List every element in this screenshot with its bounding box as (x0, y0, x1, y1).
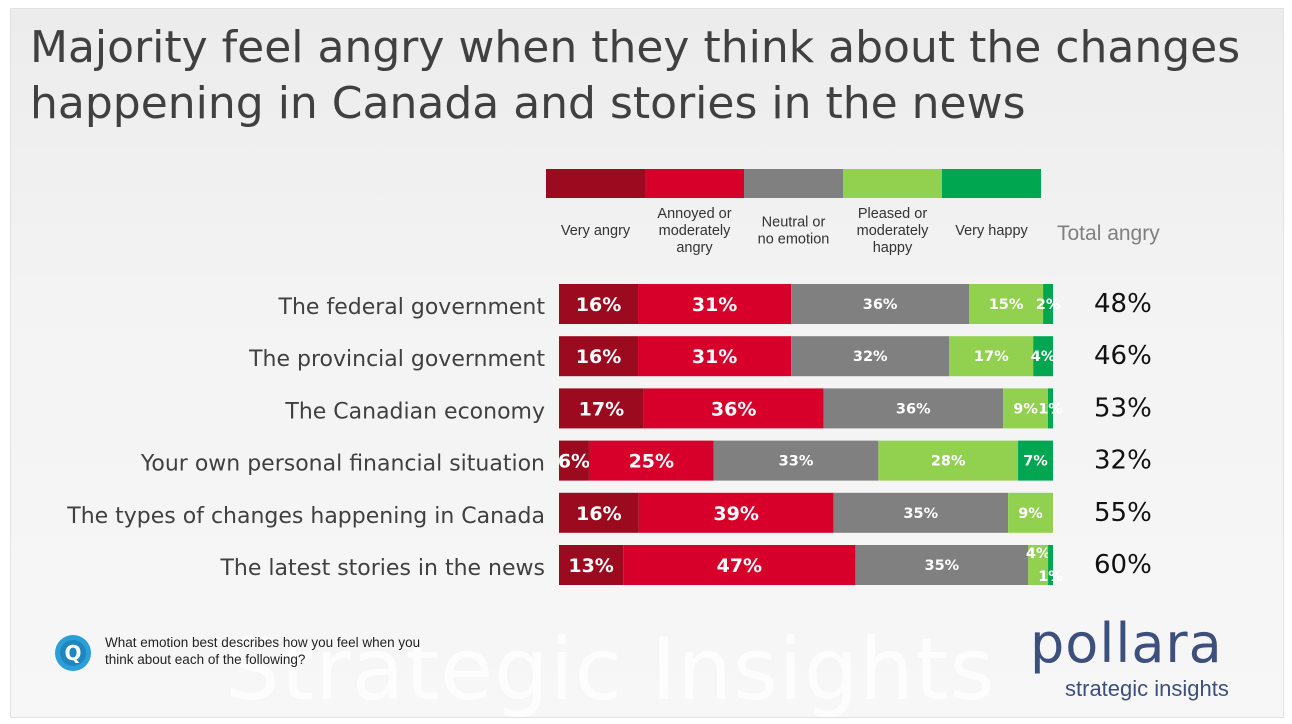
category-label-3: The Canadian economy (284, 399, 545, 424)
bar-r2-s4 (949, 336, 1034, 377)
data-label-r3-s4: 9% (1013, 401, 1038, 417)
bar-r6-s1 (559, 545, 624, 585)
bar-r4-s5 (1018, 440, 1053, 481)
legend-swatch-4 (843, 169, 942, 198)
total-angry-value-3: 53% (1094, 393, 1152, 423)
data-label-r6-s2: 47% (717, 555, 762, 577)
data-label-r3-s5: 1% (1038, 401, 1063, 417)
legend-label-2: Annoyed or moderately angry (657, 206, 731, 256)
data-label-r1-s2: 31% (692, 294, 737, 316)
total-angry-value-4: 32% (1094, 446, 1152, 476)
legend-label-3: Neutral or no emotion (758, 215, 830, 248)
legend-swatch-3 (744, 169, 843, 198)
total-angry-value-5: 55% (1094, 498, 1152, 528)
page-title: Majority feel angry when they think abou… (30, 22, 1241, 129)
data-label-r5-s4: 9% (1018, 506, 1043, 522)
data-label-r1-s1: 16% (576, 294, 621, 316)
data-label-r6-s5: 1% (1038, 569, 1063, 585)
legend-swatch-5 (942, 169, 1041, 198)
data-label-r4-s2: 25% (629, 451, 674, 473)
bar-r5-s3 (833, 492, 1009, 533)
data-label-r5-s1: 16% (576, 503, 621, 525)
bar-r2-s5 (1033, 336, 1053, 377)
survey-question: What emotion best describes how you feel… (105, 635, 421, 667)
legend-label-1: Very angry (561, 223, 631, 239)
bar-r4-s4 (878, 440, 1019, 481)
watermark-text: Strategic Insights (225, 620, 996, 720)
bar-r2-s2 (638, 336, 792, 377)
data-label-r3-s2: 36% (711, 398, 756, 420)
data-label-r2-s4: 17% (974, 349, 1009, 365)
total-angry-header: Total angry (1057, 222, 1160, 245)
data-label-r5-s3: 35% (903, 506, 938, 522)
bar-r1-s5 (1043, 284, 1053, 324)
bar-r4-s2 (588, 440, 714, 481)
data-label-r4-s1: 6% (558, 451, 590, 473)
legend-swatch-1 (546, 169, 645, 198)
data-label-r2-s3: 32% (853, 349, 888, 365)
bar-r5-s4 (1008, 492, 1053, 533)
data-label-r6-s1: 13% (568, 555, 613, 577)
legend-label-4: Pleased or moderately happy (857, 206, 929, 256)
legend-label-5: Very happy (955, 223, 1028, 239)
bar-r1-s1 (559, 284, 639, 324)
category-label-5: The types of changes happening in Canada (66, 504, 545, 529)
total-angry-value-6: 60% (1094, 550, 1152, 580)
bar-r4-s3 (713, 440, 879, 481)
legend-swatch-2 (645, 169, 744, 198)
bar-r2-s1 (559, 336, 639, 377)
data-label-r3-s3: 36% (896, 401, 931, 417)
svg-text:Q: Q (64, 641, 81, 665)
data-label-r4-s4: 28% (931, 454, 966, 470)
data-label-r3-s1: 17% (579, 398, 624, 420)
data-label-r4-s5: 7% (1023, 454, 1048, 470)
bar-r3-s4 (1003, 388, 1049, 429)
data-label-r6-s3: 35% (924, 558, 959, 574)
category-label-2: The provincial government (248, 347, 545, 372)
bar-r3-s3 (823, 388, 1004, 429)
data-label-r2-s5: 4% (1031, 349, 1056, 365)
data-label-r1-s3: 36% (863, 297, 898, 313)
total-angry-value-2: 46% (1094, 341, 1152, 371)
total-angry-value-1: 48% (1094, 289, 1152, 319)
bar-r3-s2 (643, 388, 824, 429)
category-label-1: The federal government (278, 295, 546, 320)
data-label-r4-s3: 33% (779, 454, 814, 470)
bar-r6-s2 (623, 545, 856, 585)
logo-tagline: strategic insights (1065, 676, 1229, 701)
data-label-r1-s4: 15% (989, 297, 1024, 313)
data-label-r2-s2: 31% (692, 346, 737, 368)
data-label-r6-s4: 4% (1026, 546, 1051, 562)
bar-r1-s4 (969, 284, 1044, 324)
bar-r2-s3 (791, 336, 950, 377)
bar-r6-s4 (1028, 545, 1049, 585)
bar-r3-s5 (1048, 388, 1053, 429)
data-label-r1-s5: 2% (1036, 297, 1061, 313)
bar-r3-s1 (559, 388, 644, 429)
bar-r1-s2 (638, 284, 792, 324)
category-label-6: The latest stories in the news (219, 556, 545, 581)
category-label-4: Your own personal financial situation (140, 452, 545, 477)
bar-r1-s3 (791, 284, 970, 324)
bar-r5-s2 (638, 492, 834, 533)
data-label-r5-s2: 39% (713, 503, 758, 525)
bar-r6-s5 (1048, 545, 1053, 585)
data-label-r2-s1: 16% (576, 346, 621, 368)
bar-r6-s3 (855, 545, 1029, 585)
question-icon: Q (55, 635, 91, 671)
bar-r5-s1 (559, 492, 639, 533)
bar-r4-s1 (559, 440, 589, 481)
pollara-logo: pollara (1030, 612, 1223, 675)
